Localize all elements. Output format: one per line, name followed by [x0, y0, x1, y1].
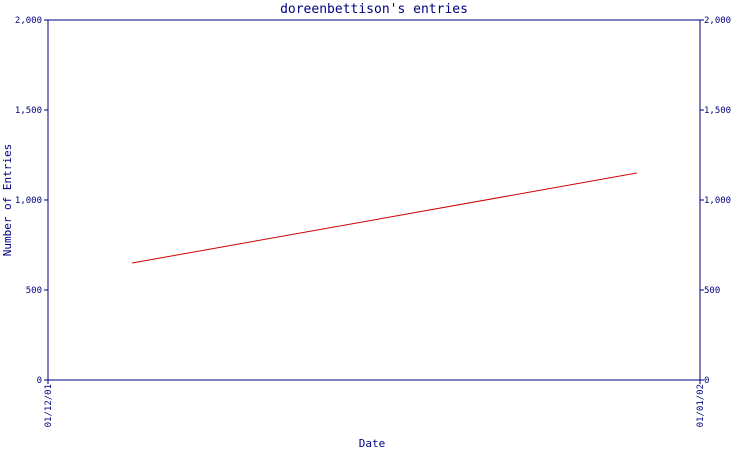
y-tick-label-right: 1,000	[704, 196, 731, 206]
y-tick-label-right: 0	[704, 376, 709, 386]
y-tick-label-right: 500	[704, 286, 720, 296]
series-layer	[132, 172, 637, 264]
y-tick-label-left: 1,000	[15, 196, 42, 206]
y-tick-label-left: 500	[26, 286, 42, 296]
y-axis-ticks: 0 0 500 500 1,000 1,000 1,500 1,500 2,000 2,000	[15, 16, 731, 386]
x-tick-label: 01/12/01	[44, 384, 54, 427]
x-axis-ticks: 01/12/01 01/01/02	[44, 380, 706, 427]
x-tick-label: 01/01/02	[696, 384, 706, 427]
y-tick-label-left: 2,000	[15, 16, 42, 26]
x-axis-label: Date	[359, 437, 386, 450]
y-tick-label-right: 2,000	[704, 16, 731, 26]
chart-title: doreenbettison's entries	[280, 2, 468, 17]
y-tick-label-right: 1,500	[704, 106, 731, 116]
y-tick-label-left: 1,500	[15, 106, 42, 116]
series-line	[132, 172, 637, 264]
y-tick-label-left: 0	[37, 376, 42, 386]
y-axis-label: Number of Entries	[1, 144, 14, 257]
